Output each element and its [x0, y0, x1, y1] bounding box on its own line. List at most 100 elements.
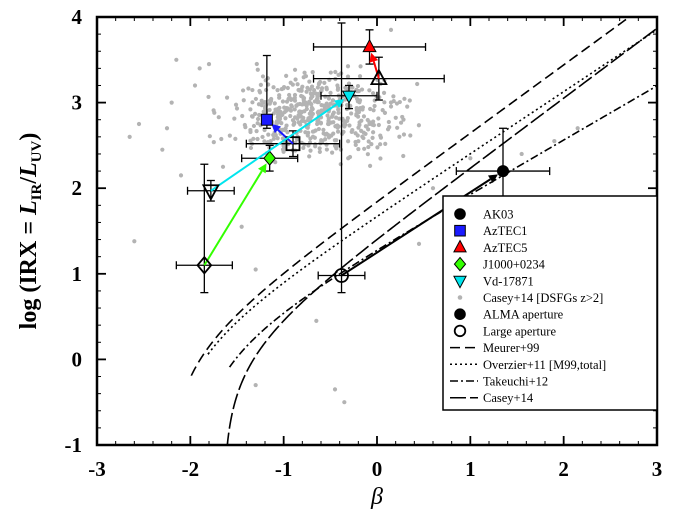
- casey-point: [302, 109, 307, 114]
- x-tick-label: -3: [88, 457, 106, 481]
- casey-point: [321, 127, 326, 132]
- casey-point: [575, 126, 580, 131]
- casey-point: [346, 81, 352, 86]
- casey-point: [206, 94, 211, 100]
- casey-point: [415, 81, 420, 87]
- casey-point: [378, 135, 384, 140]
- casey-point: [304, 89, 309, 94]
- casey-point: [332, 138, 337, 143]
- casey-point: [259, 103, 264, 108]
- y-tick-label: 2: [72, 176, 83, 200]
- casey-point: [336, 110, 341, 115]
- casey-point: [232, 116, 237, 121]
- source-aztec5: [312, 29, 445, 101]
- legend-entry: AzTEC5: [453, 239, 527, 255]
- legend-label: AzTEC5: [483, 241, 527, 255]
- casey-point: [288, 97, 294, 103]
- casey-point: [322, 80, 327, 85]
- casey-point: [361, 135, 366, 141]
- casey-point: [273, 133, 278, 138]
- casey-point: [397, 99, 402, 105]
- source-j1000-0234: [175, 144, 299, 294]
- casey-point: [294, 103, 299, 108]
- casey-point: [332, 387, 338, 392]
- casey-point: [336, 107, 341, 112]
- casey-point: [227, 133, 232, 138]
- casey-point: [347, 123, 352, 128]
- casey-point: [353, 142, 358, 148]
- casey-point: [366, 127, 371, 132]
- model-curves-layer: [190, 17, 657, 445]
- casey-point: [324, 85, 329, 90]
- casey-point: [367, 88, 372, 93]
- casey-point: [367, 163, 373, 168]
- connection-arrowhead: [334, 99, 345, 108]
- casey-point: [368, 106, 373, 112]
- x-tick-label: 3: [652, 457, 663, 481]
- casey-point: [354, 111, 359, 117]
- casey-point: [253, 382, 258, 388]
- connection-arrowhead: [271, 123, 281, 134]
- casey-point: [267, 107, 272, 113]
- casey-point: [302, 70, 307, 75]
- casey-point: [315, 85, 320, 90]
- casey-point: [305, 118, 311, 123]
- casey-point: [307, 79, 312, 84]
- casey-point: [326, 116, 331, 121]
- casey-point: [552, 139, 557, 144]
- casey-point: [341, 123, 346, 128]
- casey-point: [240, 113, 245, 119]
- legend-marker: [453, 324, 467, 338]
- casey-point: [329, 114, 335, 119]
- casey-point: [285, 130, 290, 135]
- curve-casey: [226, 27, 657, 445]
- casey-point: [248, 107, 253, 112]
- casey-point: [335, 129, 341, 134]
- legend-label: J1000+0234: [483, 258, 546, 272]
- legend-marker: [453, 275, 467, 289]
- casey-point: [357, 122, 362, 128]
- casey-point: [136, 121, 142, 127]
- casey-point: [347, 154, 353, 160]
- casey-point: [284, 73, 289, 78]
- casey-point: [363, 124, 368, 129]
- casey-point: [341, 129, 346, 134]
- casey-point: [292, 107, 297, 112]
- casey-point: [386, 119, 391, 125]
- casey-point: [402, 96, 407, 101]
- casey-point: [315, 110, 320, 115]
- casey-point: [293, 77, 298, 82]
- casey-point: [303, 74, 309, 79]
- casey-point: [250, 87, 255, 93]
- casey-point: [355, 83, 361, 89]
- casey-point: [326, 96, 332, 101]
- casey-point: [297, 101, 302, 107]
- casey-point: [316, 82, 322, 87]
- casey-point: [292, 67, 298, 72]
- connection-arrow-line: [203, 170, 263, 266]
- casey-point: [349, 129, 354, 134]
- casey-point: [301, 95, 307, 101]
- casey-point: [310, 134, 316, 139]
- casey-point: [332, 143, 338, 149]
- casey-point: [324, 147, 329, 152]
- casey-point: [284, 99, 290, 104]
- legend-entry: Casey+14: [450, 391, 534, 405]
- casey-point: [345, 115, 350, 121]
- casey-point: [336, 124, 341, 129]
- casey-point: [365, 117, 370, 123]
- casey-point: [240, 88, 246, 93]
- connection-arrowhead: [487, 174, 498, 184]
- casey-point: [307, 87, 313, 92]
- casey-point: [357, 100, 362, 105]
- casey-point: [310, 70, 315, 75]
- casey-point: [371, 108, 376, 113]
- axis-ticks: -3 -2 -1 0 1 2 3 -1 0 1 2 3 4: [65, 5, 663, 481]
- casey-point: [261, 109, 266, 114]
- casey-point: [219, 136, 224, 142]
- x-tick-label: 2: [558, 457, 569, 481]
- alma-aperture-marker: [260, 113, 273, 126]
- casey-point: [307, 154, 312, 159]
- casey-point: [345, 74, 351, 79]
- casey-point: [278, 109, 283, 115]
